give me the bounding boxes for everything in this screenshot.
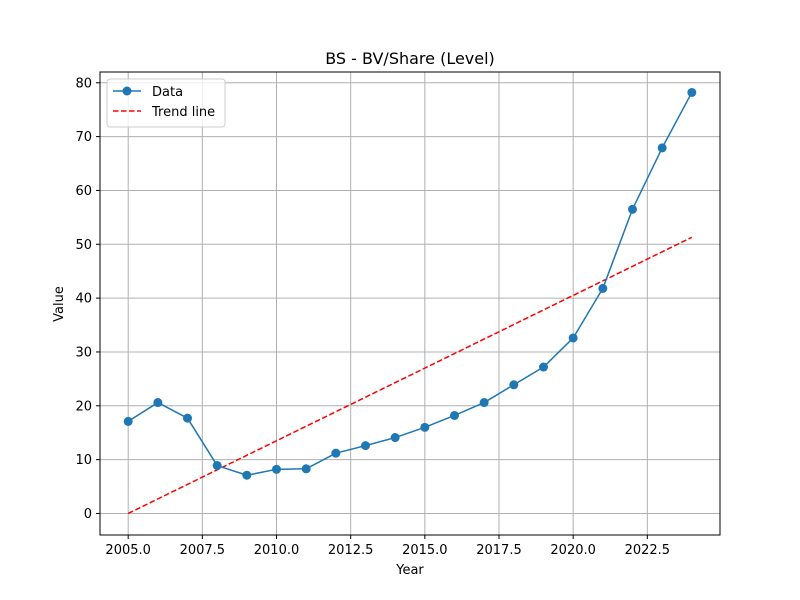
data-series-line <box>127 92 693 476</box>
x-tick-label: 2022.5 <box>625 543 671 558</box>
data-point <box>183 413 193 423</box>
data-point <box>331 448 341 458</box>
x-tick-label: 2005.0 <box>105 543 151 558</box>
chart-title: BS - BV/Share (Level) <box>325 49 495 68</box>
x-tick-label: 2015.0 <box>402 543 448 558</box>
y-tick-label: 30 <box>75 345 92 360</box>
grid <box>100 72 720 535</box>
x-tick-label: 2010.0 <box>254 543 300 558</box>
y-axis-label: Value <box>52 286 67 322</box>
y-tick-label: 40 <box>75 292 92 307</box>
series-layer <box>123 87 697 515</box>
y-tick-label: 80 <box>75 76 92 91</box>
y-tick-label: 70 <box>75 130 92 145</box>
data-point <box>687 87 697 97</box>
x-tick-label: 2007.5 <box>180 543 226 558</box>
ticks: 2005.0 2007.5 2010.0 2012.5 2015.0 2017.5 2020… <box>75 76 670 558</box>
data-point <box>449 410 459 420</box>
data-point <box>509 380 519 390</box>
x-tick-label: 2012.5 <box>328 543 374 558</box>
y-tick-label: 60 <box>75 184 92 199</box>
x-tick-label: 2017.5 <box>476 543 522 558</box>
data-point <box>479 398 489 408</box>
legend: Data Trend line <box>106 78 226 128</box>
data-point <box>420 422 430 432</box>
legend-data-marker <box>122 86 132 96</box>
data-point <box>568 333 578 343</box>
data-point <box>657 143 667 153</box>
data-point <box>627 204 637 214</box>
data-point <box>361 441 371 451</box>
y-tick-label: 0 <box>84 507 92 522</box>
data-point <box>212 461 222 471</box>
y-tick-label: 10 <box>75 453 92 468</box>
data-point <box>598 283 608 293</box>
x-axis-label: Year <box>395 563 424 578</box>
data-point <box>538 362 548 372</box>
y-tick-label: 20 <box>75 399 92 414</box>
data-point <box>123 416 133 426</box>
data-point <box>242 470 252 480</box>
axes-frame <box>99 71 721 536</box>
data-point <box>272 464 282 474</box>
x-tick-label: 2020.0 <box>550 543 596 558</box>
data-point <box>301 464 311 474</box>
trend-line <box>127 236 693 515</box>
legend-data-label: Data <box>152 85 183 100</box>
legend-trend-label: Trend line <box>151 105 215 120</box>
data-point <box>390 433 400 443</box>
y-tick-label: 50 <box>75 238 92 253</box>
data-point <box>153 398 163 408</box>
